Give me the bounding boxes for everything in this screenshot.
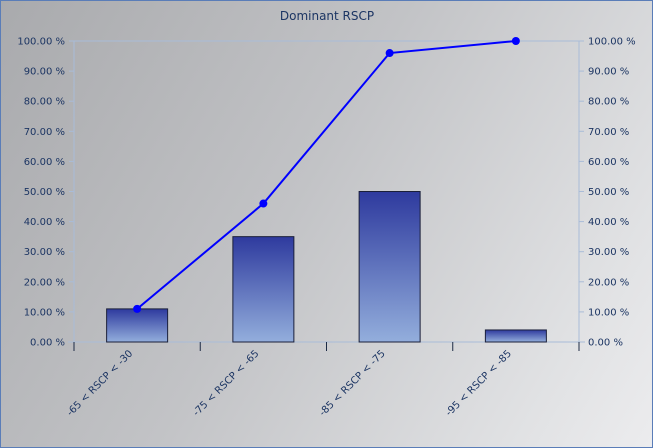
category-label: -75 < RSCP < -65 — [191, 348, 261, 418]
category-label: -65 < RSCP < -30 — [65, 348, 135, 418]
line-point — [259, 199, 268, 208]
y-tick-label-left: 100.00 % — [17, 37, 65, 48]
y-tick-label-left: 0.00 % — [30, 338, 65, 349]
y-tick-label-right: 50.00 % — [588, 187, 629, 198]
y-tick-label-left: 60.00 % — [24, 157, 65, 168]
y-tick-label-right: 60.00 % — [588, 157, 629, 168]
y-tick-label-left: 50.00 % — [24, 187, 65, 198]
line-point — [385, 49, 394, 58]
line-point — [511, 37, 520, 45]
y-tick-label-right: 90.00 % — [588, 67, 629, 78]
y-tick-label-right: 10.00 % — [588, 307, 629, 318]
y-tick-label-left: 10.00 % — [24, 307, 65, 318]
y-tick-label-right: 20.00 % — [588, 277, 629, 288]
line-point — [133, 304, 142, 313]
y-tick-label-left: 80.00 % — [24, 97, 65, 108]
bar — [358, 191, 421, 343]
y-tick-label-left: 90.00 % — [24, 67, 65, 78]
y-tick-label-left: 70.00 % — [24, 127, 65, 138]
chart-title: Dominant RSCP — [280, 9, 374, 23]
category-label: -85 < RSCP < -75 — [317, 348, 387, 418]
y-tick-label-right: 0.00 % — [588, 338, 623, 349]
y-tick-label-right: 40.00 % — [588, 217, 629, 228]
bar — [484, 329, 547, 343]
cumulative-line — [133, 37, 520, 313]
y-tick-label-right: 70.00 % — [588, 127, 629, 138]
y-tick-label-right: 80.00 % — [588, 97, 629, 108]
bar — [106, 308, 169, 343]
y-tick-label-left: 20.00 % — [24, 277, 65, 288]
category-label: -95 < RSCP < -85 — [444, 348, 514, 418]
y-tick-label-left: 40.00 % — [24, 217, 65, 228]
y-tick-label-left: 30.00 % — [24, 247, 65, 258]
line-series — [136, 40, 516, 310]
bar — [232, 236, 295, 343]
axes — [68, 40, 585, 351]
bars — [106, 191, 547, 343]
y-tick-label-right: 30.00 % — [588, 247, 629, 258]
axis-labels: 0.00 % 0.00 % 10.00 % 10.00 % 20.00 % 20.00 %… — [17, 37, 635, 419]
y-tick-label-right: 100.00 % — [588, 37, 636, 48]
